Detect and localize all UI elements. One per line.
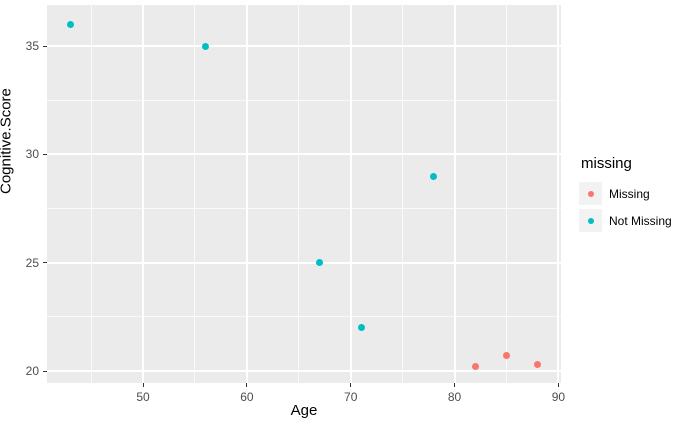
data-point (534, 361, 542, 369)
major-gridline-x (557, 5, 560, 383)
legend-item-label: Not Missing (609, 213, 672, 228)
y-axis-tick-label: 35 (25, 39, 39, 54)
x-axis-title: Age (290, 402, 318, 419)
major-gridline-y (47, 153, 561, 156)
legend-item: Not Missing (579, 209, 672, 232)
data-point (66, 20, 74, 28)
y-axis-tick-label: 30 (25, 147, 39, 162)
major-gridline-y (47, 370, 561, 373)
data-point (357, 324, 365, 332)
minor-gridline-y (47, 99, 561, 101)
major-gridline-x (453, 5, 456, 383)
major-gridline-x (349, 5, 352, 383)
legend-dot-icon (587, 217, 594, 224)
legend-key (579, 209, 602, 232)
major-gridline-x (142, 5, 145, 383)
x-axis-tick-mark (246, 383, 248, 387)
major-gridline-y (47, 45, 561, 48)
legend-title: missing (581, 155, 632, 172)
minor-gridline-x (194, 5, 196, 383)
x-axis-tick-label: 80 (447, 390, 462, 404)
major-gridline-y (47, 261, 561, 264)
y-axis-tick-mark (43, 45, 47, 47)
data-point (201, 42, 209, 50)
legend-items: Missing Not Missing (579, 182, 672, 232)
x-axis-tick-mark (454, 383, 456, 387)
major-gridline-x (245, 5, 248, 383)
x-axis-tick-label: 60 (240, 390, 254, 404)
minor-gridline-x (90, 5, 92, 383)
minor-gridline-y (47, 316, 561, 318)
x-axis-tick-mark (350, 383, 352, 387)
data-point (430, 172, 438, 180)
legend-item: Missing (579, 182, 672, 205)
minor-gridline-x (505, 5, 507, 383)
legend-item-label: Missing (609, 186, 650, 201)
data-point (471, 363, 479, 371)
y-axis-tick-label: 20 (25, 364, 39, 379)
minor-gridline-y (47, 208, 561, 210)
x-axis-tick-label: 90 (551, 390, 566, 404)
data-point (502, 352, 510, 360)
y-axis-tick-mark (43, 370, 47, 372)
y-axis-tick-mark (43, 262, 47, 264)
y-axis-tick-mark (43, 153, 47, 155)
y-axis-title: Cognitive.Score (0, 88, 15, 194)
legend-dot-icon (587, 190, 594, 197)
legend-key (579, 182, 602, 205)
y-axis-tick-label: 25 (25, 255, 39, 270)
minor-gridline-x (298, 5, 300, 383)
x-axis-tick-mark (557, 383, 559, 387)
legend: missing Missing Not Missing (579, 155, 672, 236)
minor-gridline-x (402, 5, 404, 383)
data-point (316, 259, 324, 267)
plot-panel (47, 5, 561, 383)
x-axis-tick-mark (142, 383, 144, 387)
x-axis-tick-label: 70 (344, 390, 358, 404)
x-axis-tick-label: 50 (136, 390, 150, 404)
